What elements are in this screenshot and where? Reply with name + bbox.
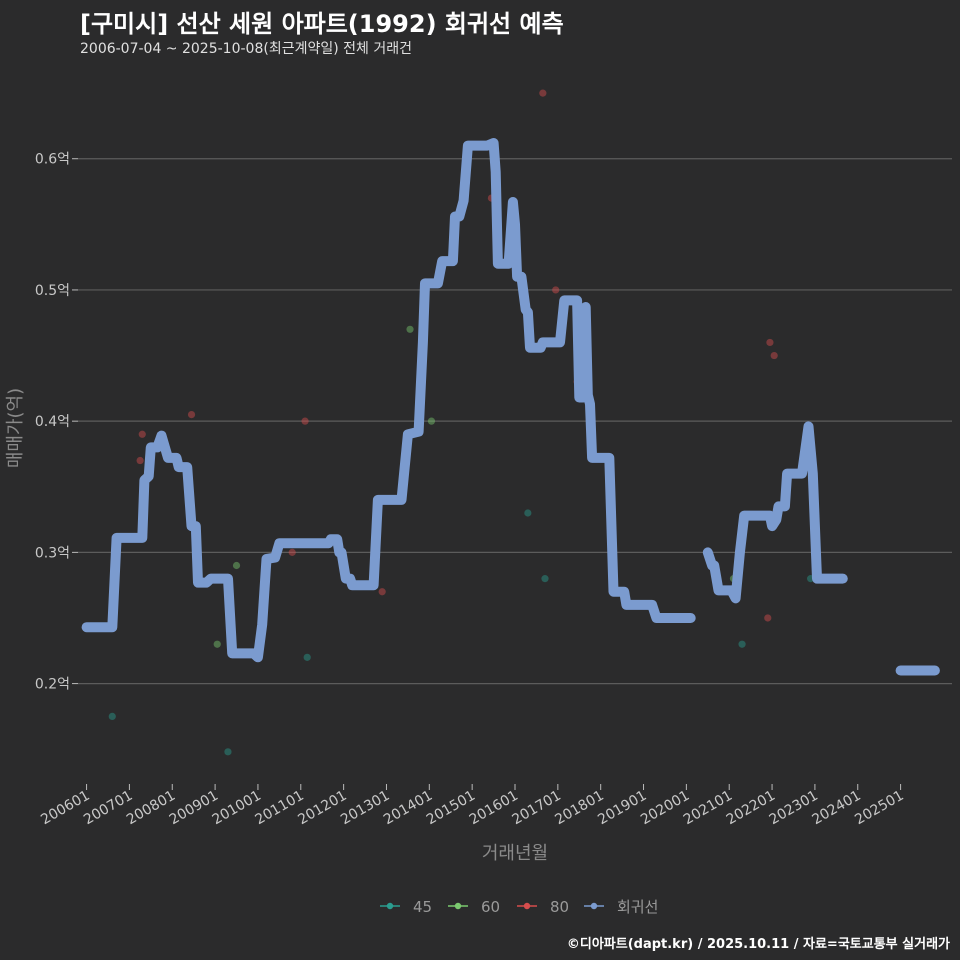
x-tick-label: 201201	[295, 788, 349, 829]
legend-marker	[386, 902, 394, 910]
scatter-point-80	[539, 89, 547, 97]
x-axis-title: 거래년월	[482, 843, 548, 864]
scatter-point-60	[213, 640, 221, 648]
legend: 45 60 80 회귀선	[380, 898, 658, 916]
y-tick-label: 0.4억	[35, 414, 70, 430]
x-tick-label: 201501	[424, 788, 478, 829]
x-tick-label: 202201	[724, 788, 778, 829]
legend-marker	[523, 902, 531, 910]
x-tick-label: 201901	[595, 788, 649, 829]
x-tick-label: 200801	[124, 788, 178, 829]
scatter-point-80	[187, 410, 196, 419]
scatter-point-45	[738, 640, 746, 648]
x-tick-label: 201301	[338, 788, 392, 829]
x-tick-label: 201401	[381, 788, 435, 829]
scatter-point-80	[764, 614, 772, 622]
y-tick-label: 0.3억	[35, 545, 70, 561]
scatter-point-60	[406, 325, 414, 333]
legend-marker	[590, 902, 598, 910]
x-tick-label: 201601	[467, 788, 521, 829]
scatter-point-45	[224, 748, 232, 756]
x-tick-label: 202001	[638, 788, 692, 829]
regression-line	[81, 138, 940, 676]
scatter-point-80	[288, 548, 296, 556]
x-tick-label: 200901	[167, 788, 221, 829]
x-tick-label: 200601	[38, 788, 92, 829]
x-axis-ticks: 2006012007012008012009012010012011012012…	[38, 784, 907, 829]
legend-item-80: 80	[517, 898, 569, 916]
scatter-point-80	[552, 286, 560, 294]
y-axis-ticks: 0.2억 0.3억 0.4억 0.5억 0.6억	[35, 152, 78, 693]
y-tick-label: 0.5억	[35, 283, 70, 299]
footer-credit: ©디아파트(dapt.kr) / 2025.10.11 / 자료=국토교통부 실…	[566, 937, 950, 952]
y-axis-title: 매매가(억)	[5, 388, 26, 468]
x-tick-label: 202101	[681, 788, 735, 829]
x-tick-label: 202501	[852, 788, 906, 829]
scatter-point-80	[138, 430, 146, 438]
legend-item-regression: 회귀선	[584, 898, 658, 916]
legend-item-45: 45	[380, 898, 432, 916]
scatter-point-45	[108, 712, 116, 720]
scatter-point-80	[766, 338, 774, 347]
y-tick-label: 0.6억	[35, 152, 70, 168]
legend-item-60: 60	[448, 898, 500, 916]
scatter-point-60	[427, 417, 436, 425]
scatter-point-80	[136, 456, 144, 465]
grid-lines	[78, 158, 952, 685]
x-tick-label: 200701	[81, 788, 135, 829]
scatter-point-45	[524, 509, 532, 517]
legend-label: 60	[481, 898, 500, 916]
legend-label: 45	[413, 898, 432, 916]
legend-label: 80	[550, 898, 569, 916]
chart-title: [구미시] 선산 세원 아파트(1992) 회귀선 예측	[80, 10, 564, 38]
scatter-point-45	[303, 653, 311, 661]
chart-subtitle: 2006-07-04 ~ 2025-10-08(최근계약일) 전체 거래건	[80, 41, 412, 57]
legend-marker	[454, 902, 462, 910]
scatter-point-80	[770, 351, 778, 360]
scatter-point-80	[301, 417, 309, 425]
x-tick-label: 201001	[210, 788, 264, 829]
regression-line-segment	[702, 421, 848, 604]
scatter-point-45	[541, 575, 549, 583]
x-tick-label: 202401	[809, 788, 863, 829]
regression-line-segment	[81, 138, 696, 663]
x-tick-label: 201701	[510, 788, 564, 829]
y-tick-label: 0.2억	[35, 677, 70, 693]
x-tick-label: 201101	[252, 788, 306, 829]
x-tick-label: 202301	[767, 788, 821, 829]
legend-label: 회귀선	[617, 898, 658, 916]
scatter-point-60	[232, 561, 241, 570]
scatter-point-80	[378, 588, 386, 596]
x-tick-label: 201801	[552, 788, 606, 829]
